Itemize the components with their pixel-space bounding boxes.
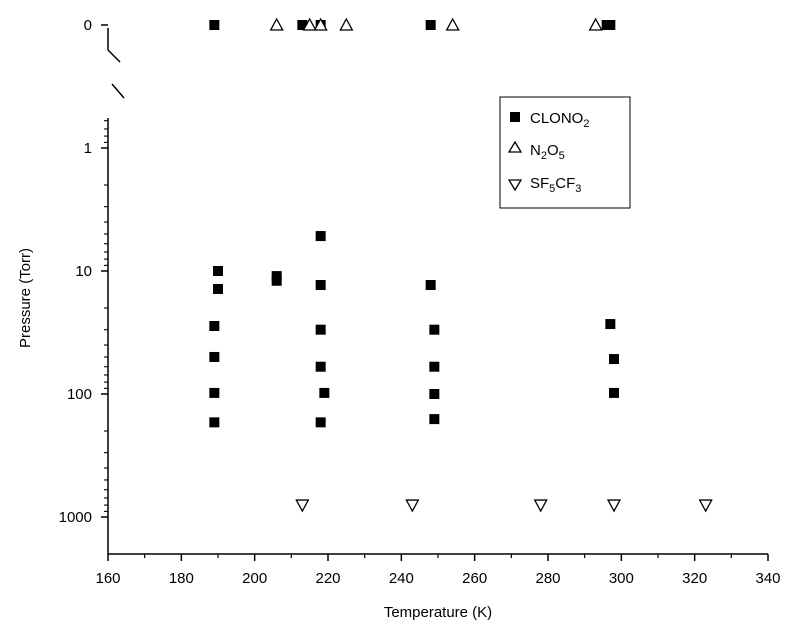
x-tick-label: 340 [755,570,780,587]
x-axis-title: Temperature (K) [384,604,492,621]
data-point-square [209,20,220,30]
series-sf5cf3 [295,499,713,513]
data-point-square [425,280,436,291]
data-point-square [213,283,223,294]
data-point-square [319,387,330,398]
data-point-triangle-down [295,499,310,513]
legend-label-sf5cf3: SF5CF3 [530,175,581,195]
data-point-square [425,20,436,30]
data-point-square [605,319,616,330]
series-clono2 [209,20,619,428]
x-tick-label: 180 [169,570,194,587]
legend-marker-open-triangle-down [507,179,523,192]
data-point-square [213,266,223,276]
data-point-square [429,361,440,372]
data-point-square [429,324,440,335]
y-tick-label: 0 [84,17,92,34]
data-points [209,17,713,513]
data-point-square [609,354,619,365]
data-point-square [315,417,326,428]
y-axis-ticks: 0 1 10 100 1000 [59,17,108,526]
data-point-square [315,324,326,335]
data-point-triangle-up [445,17,460,31]
data-point-square [297,20,308,30]
axis-break-lower [111,83,125,99]
legend-marker-open-triangle-up [507,140,523,153]
y-tick-label: 1000 [59,509,92,526]
data-point-triangle-down [533,499,548,513]
data-point-square [315,361,326,372]
y-tick-label: 10 [75,263,92,280]
data-point-triangle-up [269,17,284,31]
y-axis: 0 1 10 100 1000 Pressure (Torr) [17,17,125,554]
data-point-square [271,275,282,286]
data-point-square [209,387,220,398]
x-tick-label: 200 [242,570,267,587]
legend-label-n2o5: N2O5 [530,142,565,162]
data-point-square [429,389,440,399]
y-tick-label: 1 [84,140,92,157]
data-point-triangle-up [302,17,317,31]
x-tick-label: 220 [315,570,340,587]
data-point-triangle-down [698,499,713,513]
axis-break-upper [107,49,121,63]
x-tick-label: 260 [462,570,487,587]
x-tick-label: 300 [609,570,634,587]
legend-marker-filled-square [510,112,520,122]
legend-label-clono2: CLONO2 [530,110,589,130]
data-point-square [209,351,220,362]
data-point-square [209,417,220,428]
data-point-square [315,231,326,242]
x-tick-label: 160 [95,570,120,587]
x-tick-label: 280 [535,570,560,587]
data-point-square [209,321,220,332]
data-point-triangle-up [588,17,603,31]
data-point-square [315,280,326,291]
data-point-triangle-down [405,499,420,513]
legend-item-n2o5: N2O5 [507,140,565,162]
x-tick-label: 240 [389,570,414,587]
legend-item-clono2: CLONO2 [510,110,589,130]
data-point-triangle-up [339,17,354,31]
legend: CLONO2 N2O5 SF5CF3 [499,96,631,209]
data-point-square [429,414,440,425]
series-n2o5 [269,17,603,31]
y-axis-title: Pressure (Torr) [17,248,34,348]
x-tick-label: 320 [682,570,707,587]
x-axis-ticks: 160 180 200 220 240 260 280 300 320 340 [95,554,781,587]
x-axis: 160 180 200 220 240 260 280 300 320 340 Temperatu… [95,553,781,621]
data-point-square [609,387,619,398]
data-point-triangle-up [313,17,328,31]
legend-item-sf5cf3: SF5CF3 [507,175,581,195]
data-point-square [605,20,616,30]
y-tick-label: 100 [67,386,92,403]
data-point-triangle-down [606,499,622,513]
